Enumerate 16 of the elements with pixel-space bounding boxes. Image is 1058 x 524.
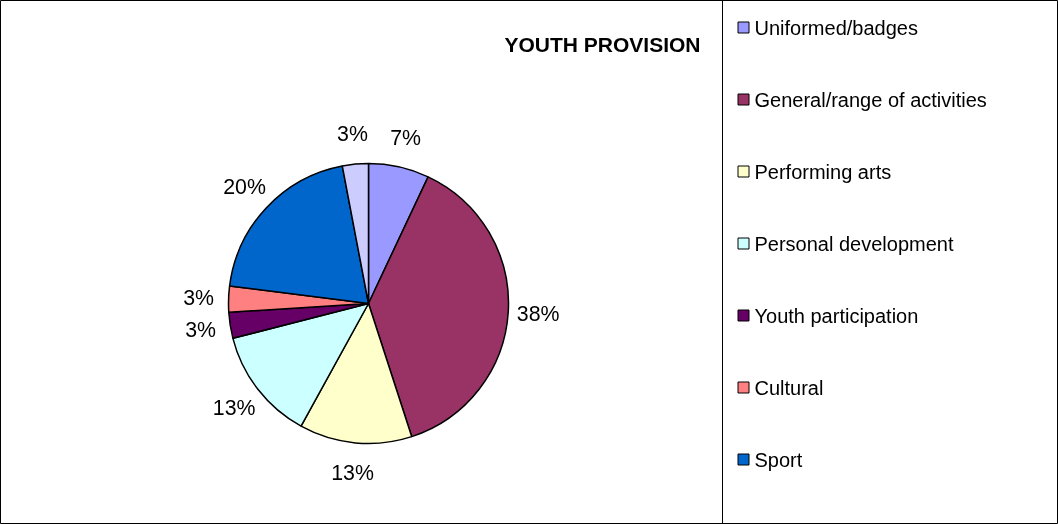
data-label: 3% — [185, 318, 217, 343]
data-label: 20% — [223, 175, 266, 200]
legend-label: Youth participation — [754, 304, 919, 327]
legend-label: Sport — [754, 448, 803, 471]
data-label: 13% — [212, 395, 256, 420]
data-label: 3% — [337, 122, 368, 147]
text: YOUTH PROVISION — [504, 33, 701, 56]
data-label: 7% — [390, 125, 422, 150]
data-label: 13% — [331, 460, 374, 485]
legend-label: General/range of activities — [754, 88, 987, 111]
legend-label: Uniformed/badges — [754, 16, 918, 39]
legend-label: Performing arts — [754, 160, 892, 183]
legend-label: Personal development — [754, 232, 954, 255]
legend-label: Cultural — [754, 376, 824, 399]
data-label: 38% — [516, 302, 560, 327]
data-label: 3% — [183, 286, 215, 311]
